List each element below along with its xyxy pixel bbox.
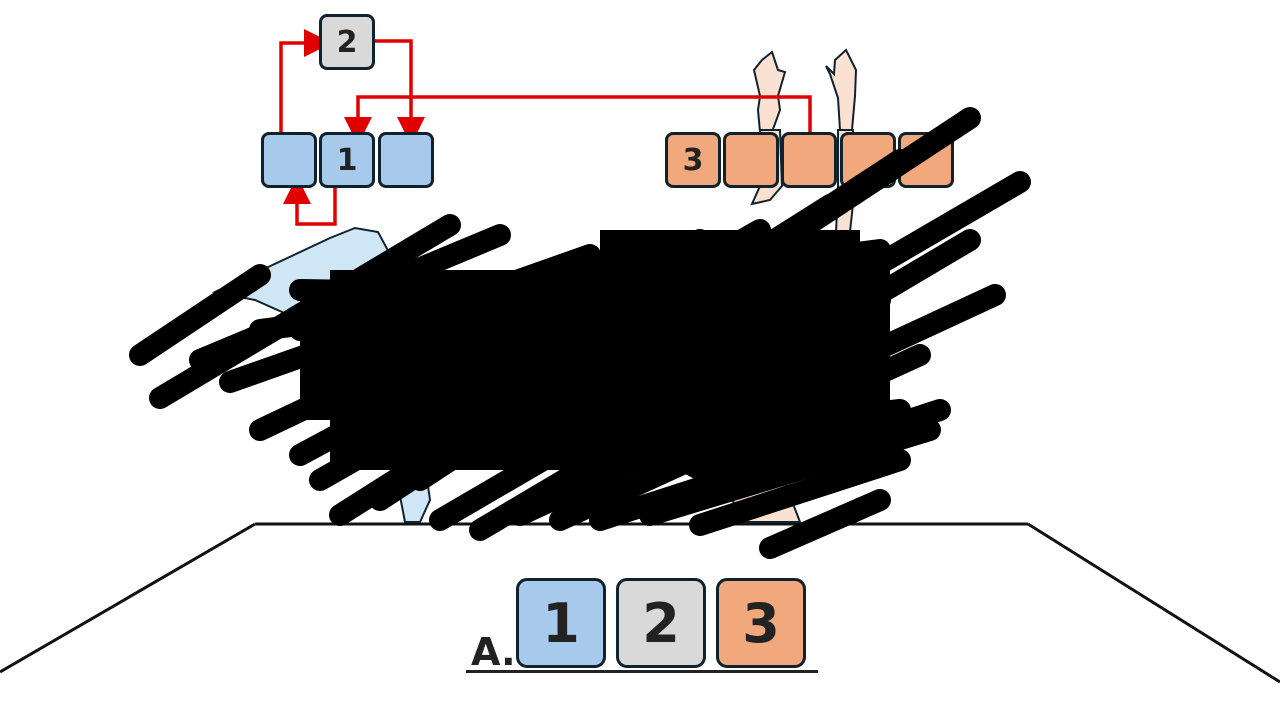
answer-tile-1[interactable]: 1	[516, 578, 606, 668]
left-row-tile-1: 1	[319, 132, 375, 188]
left-row-tile-a	[261, 132, 317, 188]
arrow-to-right-tile	[375, 39, 425, 145]
right-row-tile-d	[840, 132, 896, 188]
left-row-tile-c	[378, 132, 434, 188]
answer-tile-2[interactable]: 2	[616, 578, 706, 668]
arrow-right-to-left	[344, 95, 812, 145]
arrow-to-top-tile	[279, 29, 332, 133]
answer-tile-3[interactable]: 3	[716, 578, 806, 668]
raised-hands-icon	[728, 48, 858, 523]
stage-right-edge	[1027, 522, 1280, 684]
right-row-tile-b	[723, 132, 779, 188]
stage-left-edge	[0, 522, 256, 674]
answer-label: A.	[471, 630, 516, 674]
top-tile-2: 2	[319, 14, 375, 70]
right-row-tile-e	[898, 132, 954, 188]
left-figure	[211, 226, 622, 523]
arrow-loop-left	[283, 176, 337, 226]
answer-underline	[466, 670, 818, 673]
right-row-tile-3: 3	[665, 132, 721, 188]
right-row-tile-c	[781, 132, 837, 188]
